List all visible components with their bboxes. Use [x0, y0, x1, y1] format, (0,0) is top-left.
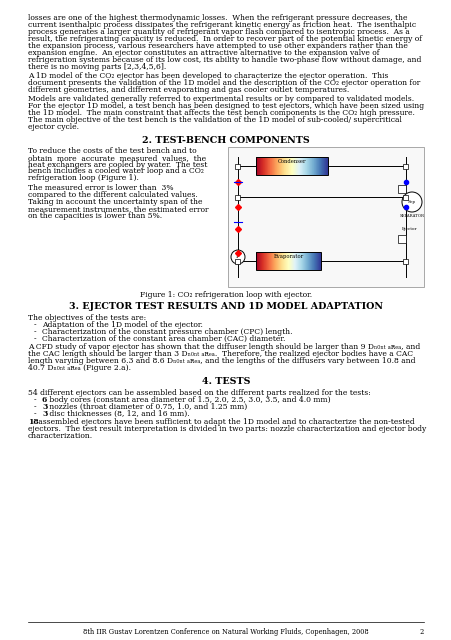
Bar [255, 157, 327, 175]
Text: Condenser: Condenser [277, 159, 306, 164]
Text: The measured error is lower than  3%: The measured error is lower than 3% [28, 184, 173, 193]
Bar [397, 235, 405, 243]
Bar [235, 195, 240, 200]
Text: Sep: Sep [407, 200, 415, 204]
Text: 54 different ejectors can be assembled based on the different parts realized for: 54 different ejectors can be assembled b… [28, 389, 370, 397]
Text: result, the refrigerating capacity is reduced.  In order to recover part of the : result, the refrigerating capacity is re… [28, 35, 421, 43]
Text: For the ejector 1D model, a test bench has been designed to test ejectors, which: For the ejector 1D model, a test bench h… [28, 102, 423, 110]
Bar [403, 195, 408, 200]
Text: nozzles (throat diameter of 0.75, 1.0, and 1.25 mm): nozzles (throat diameter of 0.75, 1.0, a… [47, 403, 247, 411]
Text: different geometries, and different evaporating and gas cooler outlet temperatur: different geometries, and different evap… [28, 86, 349, 94]
Bar [403, 163, 408, 168]
Text: SEPARATOR: SEPARATOR [399, 214, 423, 218]
Text: P: P [235, 255, 239, 259]
Text: 3: 3 [42, 410, 47, 418]
Text: document presents the validation of the 1D model and the description of the CO₂ : document presents the validation of the … [28, 79, 419, 87]
Text: body cores (constant area diameter of 1.5, 2.0, 2.5, 3.0, 3.5, and 4.0 mm): body cores (constant area diameter of 1.… [47, 396, 331, 404]
Text: -: - [34, 321, 37, 329]
Text: Models are validated generally referred to experimental results or by compared t: Models are validated generally referred … [28, 95, 413, 103]
Text: -: - [34, 410, 37, 418]
Text: Characterization of the constant area chamber (CAC) diameter.: Characterization of the constant area ch… [42, 335, 285, 343]
Text: measurement instruments, the estimated error: measurement instruments, the estimated e… [28, 205, 208, 212]
Text: losses are one of the highest thermodynamic losses.  When the refrigerant pressu: losses are one of the highest thermodyna… [28, 14, 407, 22]
Text: obtain  more  accurate  measured  values,  the: obtain more accurate measured values, th… [28, 154, 206, 162]
Text: characterization.: characterization. [28, 432, 93, 440]
Text: process generates a larger quantity of refrigerant vapor flash compared to isent: process generates a larger quantity of r… [28, 28, 409, 36]
Text: 2: 2 [419, 628, 423, 636]
Bar [255, 252, 320, 270]
Text: A 1D model of the CO₂ ejector has been developed to characterize the ejector ope: A 1D model of the CO₂ ejector has been d… [28, 72, 387, 80]
Circle shape [401, 192, 421, 212]
Text: ejectors.  The test result interpretation is divided in two parts: nozzle charac: ejectors. The test result interpretation… [28, 425, 425, 433]
Text: compared to the different calculated values.: compared to the different calculated val… [28, 191, 198, 199]
Text: Taking in account the uncertainty span of the: Taking in account the uncertainty span o… [28, 198, 202, 206]
Text: The objectives of the tests are:: The objectives of the tests are: [28, 314, 146, 322]
Bar [227, 147, 423, 287]
Text: 18: 18 [28, 418, 38, 426]
Text: 4. TESTS: 4. TESTS [201, 377, 250, 386]
Text: 40.7 Dₙ₀ₙₜ ₐʀₑₐ (Figure 2.a).: 40.7 Dₙ₀ₙₜ ₐʀₑₐ (Figure 2.a). [28, 364, 131, 372]
Text: Evaporator: Evaporator [273, 254, 303, 259]
Text: The main objective of the test bench is the validation of the 1D model of sub-co: The main objective of the test bench is … [28, 116, 401, 124]
Text: Ejector: Ejector [401, 227, 417, 231]
Text: on the capacities is lower than 5%.: on the capacities is lower than 5%. [28, 212, 162, 220]
Text: -: - [34, 328, 37, 336]
Bar [235, 259, 240, 264]
Text: To reduce the costs of the test bench and to: To reduce the costs of the test bench an… [28, 147, 196, 155]
Text: assembled ejectors have been sufficient to adapt the 1D model and to characteriz: assembled ejectors have been sufficient … [37, 418, 414, 426]
Text: bench includes a cooled water loop and a CO₂: bench includes a cooled water loop and a… [28, 168, 203, 175]
Text: expansion engine.  An ejector constitutes an attractive alternative to the expan: expansion engine. An ejector constitutes… [28, 49, 379, 57]
Text: refrigeration loop (Figure 1).: refrigeration loop (Figure 1). [28, 174, 138, 182]
Text: the 1D model.  The main constraint that affects the test bench components is the: the 1D model. The main constraint that a… [28, 109, 414, 117]
Text: Characterization of the constant pressure chamber (CPC) length.: Characterization of the constant pressur… [42, 328, 292, 336]
Text: Adaptation of the 1D model of the ejector.: Adaptation of the 1D model of the ejecto… [42, 321, 202, 329]
Circle shape [230, 250, 244, 264]
Text: 6: 6 [42, 396, 47, 404]
Text: the CAC length should be larger than 3 Dₙ₀ₙₜ ₐʀₑₐ.  Therefore, the realized ejec: the CAC length should be larger than 3 D… [28, 350, 412, 358]
Text: -: - [34, 335, 37, 343]
Bar [235, 163, 240, 168]
Text: length varying between 6.3 and 8.6 Dₙ₀ₙₜ ₐʀₑₐ, and the lengths of the diffusers : length varying between 6.3 and 8.6 Dₙ₀ₙₜ… [28, 357, 414, 365]
Text: A CFD study of vapor ejector has shown that the diffuser length should be larger: A CFD study of vapor ejector has shown t… [28, 343, 419, 351]
Text: 3. EJECTOR TEST RESULTS AND 1D MODEL ADAPTATION: 3. EJECTOR TEST RESULTS AND 1D MODEL ADA… [69, 302, 382, 311]
Text: heat exchangers are cooled by water.  The test: heat exchangers are cooled by water. The… [28, 161, 207, 168]
Text: the expansion process, various researchers have attempted to use other expanders: the expansion process, various researche… [28, 42, 407, 50]
Text: ejector cycle.: ejector cycle. [28, 123, 79, 131]
Text: refrigeration systems because of its low cost, its ability to handle two-phase f: refrigeration systems because of its low… [28, 56, 420, 64]
Text: disc thicknesses (8, 12, and 16 mm).: disc thicknesses (8, 12, and 16 mm). [47, 410, 190, 418]
Text: 2. TEST-BENCH COMPONENTS: 2. TEST-BENCH COMPONENTS [142, 136, 309, 145]
Bar [397, 185, 405, 193]
Text: 3: 3 [42, 403, 47, 411]
Text: current isenthalpic process dissipates the refrigerant kinetic energy as frictio: current isenthalpic process dissipates t… [28, 21, 415, 29]
Bar [403, 259, 408, 264]
Text: there is no moving parts [2,3,4,5,6].: there is no moving parts [2,3,4,5,6]. [28, 63, 166, 71]
Text: -: - [34, 396, 37, 404]
Text: 8th IIR Gustav Lorentzen Conference on Natural Working Fluids, Copenhagen, 2008: 8th IIR Gustav Lorentzen Conference on N… [83, 628, 368, 636]
Text: Figure 1: CO₂ refrigeration loop with ejector.: Figure 1: CO₂ refrigeration loop with ej… [140, 291, 311, 299]
Text: -: - [34, 403, 37, 411]
